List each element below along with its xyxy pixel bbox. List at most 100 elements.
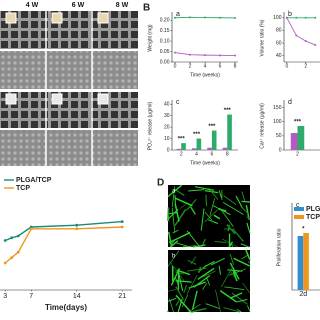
panel-label: D — [157, 178, 164, 189]
x-tick-label: 6 — [219, 63, 222, 69]
fibre — [167, 250, 180, 267]
x-axis-title: Time (weeks) — [190, 160, 220, 166]
fibre — [182, 294, 188, 307]
significance: *** — [224, 108, 232, 114]
fibre — [219, 289, 238, 303]
fibre — [232, 270, 238, 282]
x-tick-label: 21 — [118, 293, 126, 300]
fibre — [200, 270, 216, 279]
fibre — [174, 208, 187, 226]
point — [204, 54, 206, 57]
x-tick-label: 2 — [189, 63, 192, 69]
series-line — [286, 17, 316, 46]
y-tick-label: 0.10 — [160, 38, 170, 44]
panel-label: a — [176, 11, 180, 18]
x-tick-label: 6 — [211, 151, 214, 157]
point — [10, 236, 14, 240]
y-tick-label: 100 — [273, 15, 282, 21]
point — [189, 16, 191, 19]
x-tick-label: 3 — [3, 293, 7, 300]
fibre — [242, 282, 251, 294]
bar — [222, 147, 228, 150]
fibre — [186, 274, 198, 295]
x-tick-label: 4 — [195, 151, 198, 157]
bar — [181, 143, 186, 150]
point — [204, 16, 206, 19]
significance: *** — [208, 124, 216, 130]
fibre — [204, 211, 213, 221]
column-header: 4 W — [26, 2, 39, 9]
legend-label: PLGA/TCP — [16, 177, 52, 184]
fibre — [168, 231, 191, 244]
fibre — [168, 211, 178, 215]
point — [314, 16, 317, 19]
y-tick-label: 0.00 — [160, 59, 170, 65]
x-tick-label: 2 — [304, 63, 307, 69]
y-tick-label: 40 — [164, 102, 170, 108]
fibre — [204, 260, 215, 268]
point — [174, 16, 176, 19]
fibre — [202, 283, 207, 290]
fibre — [197, 267, 215, 280]
panel-label: c — [176, 99, 180, 106]
bar — [207, 147, 212, 150]
fibre — [208, 219, 219, 224]
fibre — [183, 284, 188, 293]
legend-label: TCP — [16, 185, 30, 192]
fibre — [229, 292, 243, 299]
fibre — [229, 242, 234, 248]
column-header: 6 W — [72, 2, 85, 9]
bar — [290, 133, 298, 150]
point — [120, 220, 124, 224]
y-axis-title: Volume ratio (%) — [259, 19, 265, 56]
point — [234, 54, 236, 57]
fibre — [218, 190, 223, 199]
x-tick-label: 0 — [285, 63, 288, 69]
fluorescence-images — [167, 184, 251, 313]
fibre — [224, 286, 245, 290]
panel-label: b — [288, 11, 292, 18]
bar — [196, 138, 202, 150]
point — [234, 16, 236, 19]
point — [3, 261, 7, 265]
significance: * — [302, 227, 305, 233]
y-tick-label: 0 — [279, 147, 282, 153]
panel-label: c — [296, 202, 300, 209]
bar — [191, 148, 197, 150]
point — [219, 16, 221, 19]
y-tick-label: 50 — [276, 133, 282, 139]
bar — [297, 236, 304, 290]
fibre — [182, 245, 197, 248]
y-axis-title: Proliferation ratio — [276, 228, 282, 266]
bar — [297, 126, 305, 150]
fibre — [175, 300, 180, 307]
fibre — [190, 256, 197, 265]
y-tick-label: 150 — [273, 105, 282, 111]
fibre — [236, 308, 242, 313]
y-tick-label: 0 — [167, 147, 170, 153]
fibre — [174, 195, 177, 206]
point — [29, 227, 33, 231]
fibre — [167, 289, 176, 292]
fibre — [167, 215, 170, 222]
legend-label: TCP — [306, 214, 320, 221]
x-tick-label: 8 — [226, 151, 229, 157]
fibre — [170, 240, 179, 248]
bar — [227, 114, 232, 150]
fibre — [191, 307, 207, 313]
fibre — [217, 208, 227, 212]
y-axis-title: PO₄³⁻ release (μg/ml) — [147, 101, 153, 150]
y-tick-label: 0.05 — [160, 49, 170, 55]
x-tick-label: 0 — [174, 63, 177, 69]
point — [295, 16, 298, 19]
fibre — [167, 297, 177, 302]
fibre — [235, 195, 243, 209]
fibre — [187, 267, 207, 272]
point — [304, 16, 307, 19]
fibre — [229, 262, 240, 280]
x-tick-label: 14 — [73, 293, 81, 300]
fibre — [246, 216, 251, 219]
fibre — [233, 257, 251, 267]
